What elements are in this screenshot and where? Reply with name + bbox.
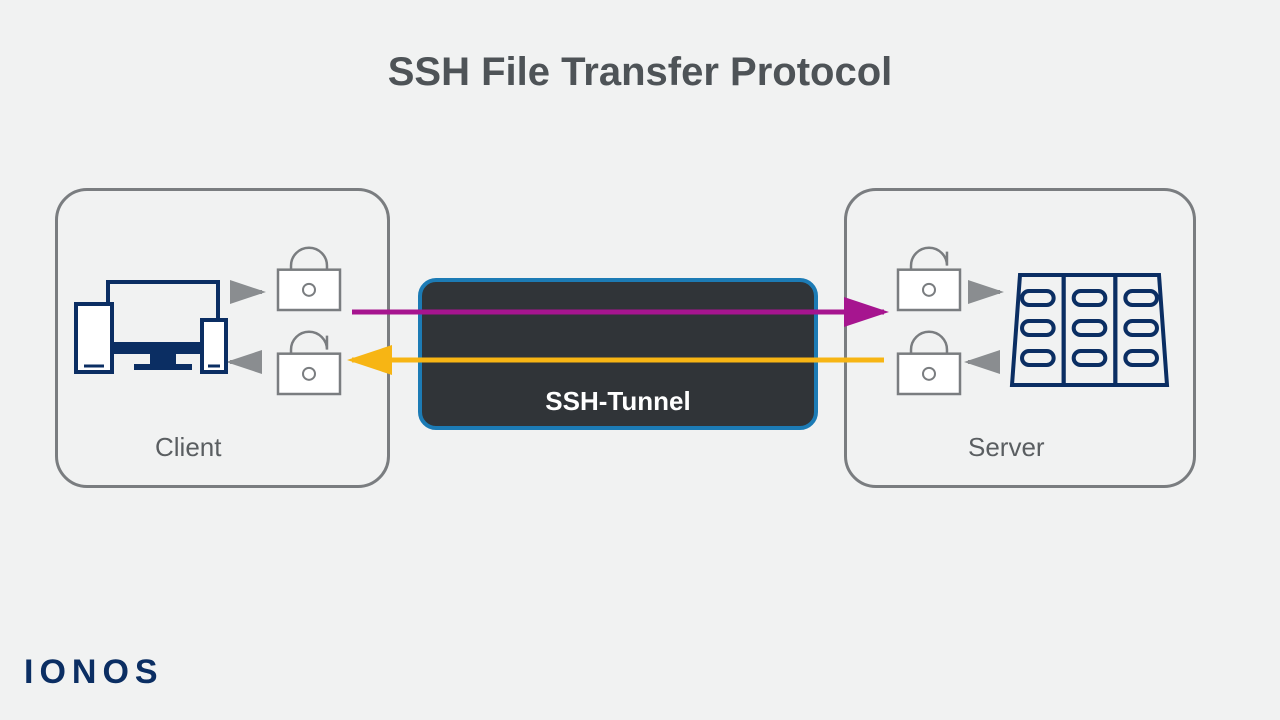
- client-node: [55, 188, 390, 488]
- ssh-tunnel-label: SSH-Tunnel: [418, 386, 818, 417]
- server-label: Server: [968, 432, 1045, 463]
- brand-logo: IONOS: [24, 653, 164, 692]
- client-label: Client: [155, 432, 221, 463]
- diagram-title: SSH File Transfer Protocol: [0, 50, 1280, 95]
